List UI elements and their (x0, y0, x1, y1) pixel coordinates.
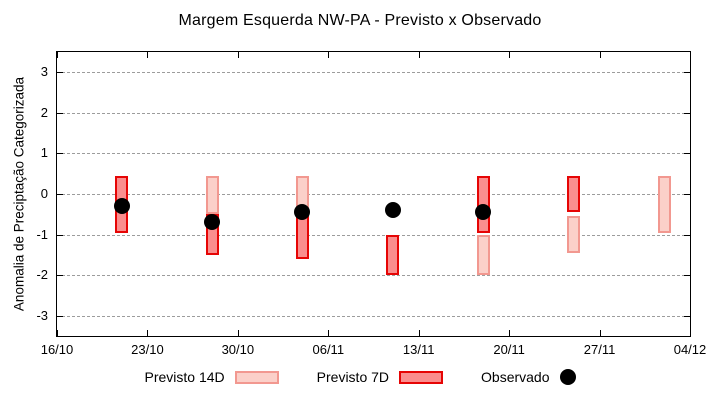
x-tick-mark (328, 330, 330, 336)
x-tick-mark (237, 330, 239, 336)
y-tick-label: 0 (40, 186, 48, 201)
y-tick-mark (57, 234, 63, 236)
y-tick-mark (57, 275, 63, 277)
legend-swatch-previsto-7d-icon (399, 370, 444, 384)
legend-item-previsto-14d: Previsto 14D (145, 369, 279, 385)
bar-previsto-7d (295, 214, 309, 259)
x-tick-mark-top (509, 52, 511, 58)
x-tick-mark-top (147, 52, 149, 58)
legend-label-previsto-7d: Previsto 7D (316, 369, 390, 385)
gridline (57, 315, 690, 317)
y-tick-mark (57, 315, 63, 317)
bar-previsto-14d (657, 175, 671, 233)
y-tick-mark-right (684, 194, 690, 195)
y-tick-mark (57, 194, 63, 195)
x-tick-label: 16/10 (40, 342, 74, 357)
gridline (57, 112, 690, 114)
x-tick-label: 06/11 (312, 342, 345, 357)
dot-observado (204, 214, 221, 231)
plot-area (56, 51, 691, 337)
x-tick-mark-top (237, 52, 239, 58)
y-tick-mark-right (684, 234, 690, 236)
y-tick-mark-right (684, 72, 690, 74)
x-tick-mark (418, 330, 420, 336)
bar-previsto-7d (567, 175, 581, 213)
y-tick-mark-right (684, 275, 690, 277)
x-tick-mark (509, 330, 511, 336)
y-tick-mark (57, 72, 63, 74)
legend-label-observado: Observado (481, 369, 550, 385)
x-tick-label: 23/10 (131, 342, 164, 357)
x-tick-mark (599, 330, 601, 336)
gridline (57, 153, 690, 155)
gridline (57, 234, 690, 236)
y-tick-label: 1 (40, 145, 48, 161)
dot-observado (294, 204, 311, 221)
legend-label-previsto-14d: Previsto 14D (144, 369, 225, 385)
dot-observado (384, 202, 401, 219)
y-tick-mark-right (684, 315, 690, 317)
x-tick-mark-top (690, 52, 691, 58)
dot-observado (475, 204, 492, 221)
gridline (57, 194, 690, 195)
chart-title: Margem Esquerda NW-PA - Previsto x Obser… (178, 12, 542, 29)
x-tick-label: 27/11 (583, 342, 616, 357)
bar-previsto-7d (386, 234, 400, 276)
x-tick-mark (690, 330, 691, 336)
x-tick-mark-top (328, 52, 330, 58)
bar-previsto-14d (205, 175, 219, 215)
legend-observado-dot-icon (559, 369, 576, 385)
x-tick-mark-top (57, 52, 58, 58)
legend: Previsto 14D Previsto 7D Observado (0, 369, 720, 385)
x-tick-mark-top (418, 52, 420, 58)
y-tick-mark-right (684, 112, 690, 114)
legend-item-observado: Observado (481, 369, 576, 385)
gridline (57, 72, 690, 74)
y-tick-mark (57, 153, 63, 155)
y-tick-mark (57, 112, 63, 114)
y-tick-label: -1 (36, 226, 48, 242)
y-tick-label: 2 (40, 104, 48, 120)
y-tick-label: 3 (40, 64, 48, 80)
dot-observado (113, 198, 130, 215)
legend-item-previsto-7d: Previsto 7D (316, 369, 444, 385)
x-tick-mark (57, 330, 58, 336)
x-tick-label: 30/10 (221, 342, 255, 357)
x-tick-label: 13/11 (402, 342, 435, 357)
bar-previsto-14d (567, 216, 581, 253)
x-tick-label: 20/11 (493, 342, 525, 357)
bar-previsto-14d (476, 234, 490, 276)
x-tick-mark (147, 330, 149, 336)
gridline (57, 275, 690, 277)
x-tick-label: 04/12 (673, 342, 707, 357)
legend-swatch-previsto-14d-icon (234, 370, 279, 384)
y-tick-mark-right (684, 153, 690, 155)
y-tick-label: -3 (36, 307, 48, 323)
y-tick-label: -2 (36, 267, 48, 283)
x-tick-mark-top (599, 52, 601, 58)
